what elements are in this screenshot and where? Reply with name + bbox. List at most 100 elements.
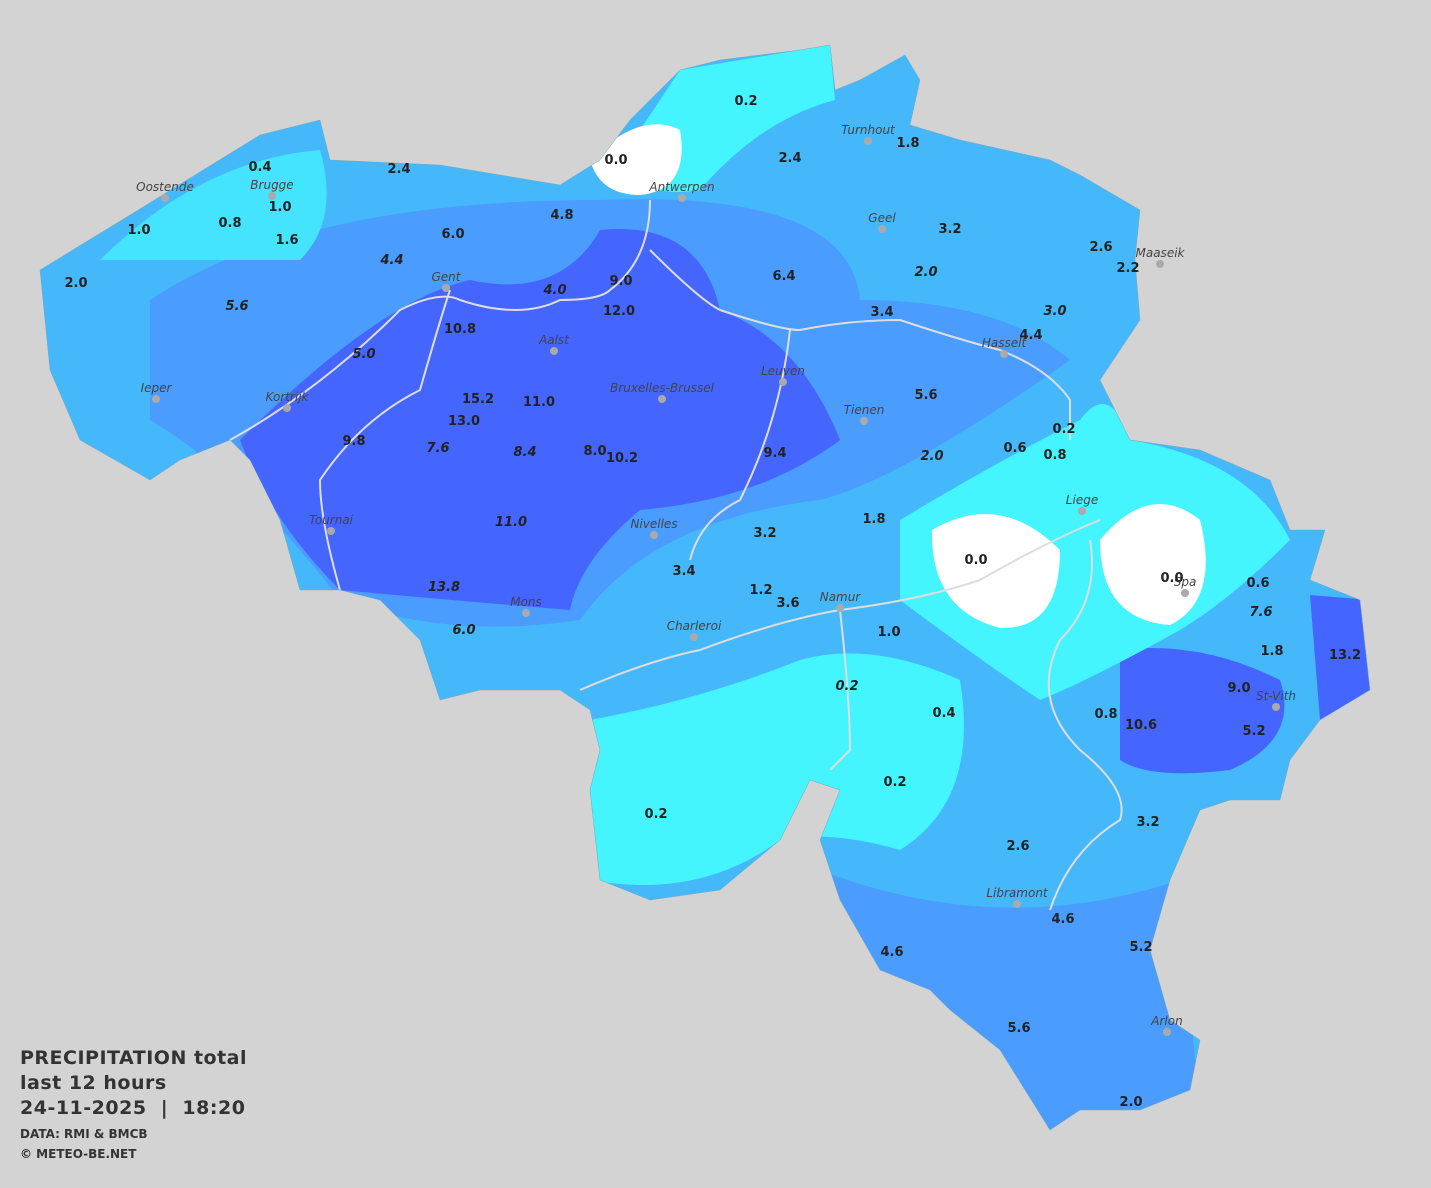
city-dot bbox=[283, 404, 291, 412]
city-label: Mons bbox=[510, 595, 542, 609]
precip-reading: 15.2 bbox=[462, 392, 494, 407]
city-dot bbox=[690, 633, 698, 641]
title: PRECIPITATION total bbox=[20, 1047, 247, 1069]
precip-reading: 3.2 bbox=[753, 526, 776, 541]
precip-reading: 13.2 bbox=[1329, 648, 1361, 663]
precip-reading: 0.8 bbox=[1094, 707, 1117, 722]
city-label: Aalst bbox=[538, 333, 570, 347]
precip-reading: 3.2 bbox=[1136, 815, 1159, 830]
city-dot bbox=[522, 609, 530, 617]
city-label: Oostende bbox=[136, 180, 194, 194]
precip-reading: 4.6 bbox=[880, 945, 903, 960]
city-label: Leuven bbox=[761, 364, 805, 378]
precip-reading: 1.0 bbox=[877, 625, 900, 640]
city-label: Charleroi bbox=[667, 619, 722, 633]
precip-reading: 0.2 bbox=[883, 775, 906, 790]
city-label: Liege bbox=[1066, 493, 1098, 507]
city-label: St-Vith bbox=[1256, 689, 1296, 703]
precip-reading: 0.4 bbox=[932, 706, 955, 721]
city-label: Gent bbox=[432, 270, 462, 284]
precip-reading: 4.8 bbox=[550, 208, 573, 223]
city-dot bbox=[650, 531, 658, 539]
precip-reading: 2.4 bbox=[778, 151, 801, 166]
precip-reading: 9.0 bbox=[1227, 681, 1250, 696]
precip-reading: 4.4 bbox=[1019, 328, 1042, 343]
precip-reading: 2.0 bbox=[914, 265, 937, 280]
subtitle: last 12 hours bbox=[20, 1072, 167, 1094]
precip-reading: 3.2 bbox=[938, 222, 961, 237]
precip-reading: 1.0 bbox=[127, 223, 150, 238]
city-label: Maaseik bbox=[1136, 246, 1186, 260]
city-label: Arlon bbox=[1150, 1014, 1182, 1028]
precip-reading: 11.0 bbox=[495, 515, 527, 530]
precip-reading: 1.8 bbox=[896, 136, 919, 151]
precip-reading: 0.8 bbox=[218, 216, 241, 231]
precip-reading: 13.0 bbox=[448, 414, 480, 429]
city-label: Libramont bbox=[986, 886, 1049, 900]
precip-reading: 10.6 bbox=[1125, 718, 1157, 733]
precip-reading: 0.2 bbox=[835, 679, 858, 694]
precip-reading: 6.0 bbox=[452, 623, 475, 638]
city-label: Kortrijk bbox=[266, 390, 310, 404]
city-dot bbox=[1272, 703, 1280, 711]
precip-reading: 12.0 bbox=[603, 304, 635, 319]
precip-reading: 2.4 bbox=[387, 162, 410, 177]
precip-reading: 4.0 bbox=[542, 283, 566, 298]
timestamp: 24-11-2025 | 18:20 bbox=[20, 1097, 245, 1119]
precip-reading: 4.6 bbox=[1051, 912, 1074, 927]
city-label: Tienen bbox=[844, 403, 885, 417]
precip-reading: 3.6 bbox=[776, 596, 799, 611]
city-dot bbox=[152, 395, 160, 403]
precip-reading: 5.6 bbox=[1007, 1021, 1030, 1036]
precip-reading: 7.6 bbox=[1249, 605, 1272, 620]
city-dot bbox=[779, 378, 787, 386]
city-dot bbox=[878, 225, 886, 233]
city-label: Antwerpen bbox=[648, 180, 714, 194]
precip-reading: 10.2 bbox=[606, 451, 638, 466]
city-dot bbox=[1181, 589, 1189, 597]
precip-reading: 1.6 bbox=[275, 233, 298, 248]
city-label: Turnhout bbox=[841, 123, 896, 137]
city-dot bbox=[836, 604, 844, 612]
precip-reading: 2.2 bbox=[1116, 261, 1139, 276]
precip-reading: 0.8 bbox=[1043, 448, 1066, 463]
precip-reading: 3.4 bbox=[870, 305, 893, 320]
copyright: © METEO-BE.NET bbox=[20, 1147, 137, 1161]
precip-reading: 5.2 bbox=[1242, 724, 1265, 739]
precip-reading: 1.8 bbox=[1260, 644, 1283, 659]
precip-reading: 0.6 bbox=[1246, 576, 1269, 591]
precip-reading: 0.2 bbox=[644, 807, 667, 822]
city-label: Spa bbox=[1174, 575, 1197, 589]
precip-reading: 2.6 bbox=[1089, 240, 1112, 255]
city-dot bbox=[268, 192, 276, 200]
precip-reading: 6.4 bbox=[772, 269, 795, 284]
data-source: DATA: RMI & BMCB bbox=[20, 1127, 148, 1141]
precip-reading: 2.6 bbox=[1006, 839, 1029, 854]
city-label: Ieper bbox=[141, 381, 173, 395]
precip-reading: 8.4 bbox=[513, 445, 536, 460]
precip-reading: 4.4 bbox=[379, 253, 403, 268]
precip-reading: 0.0 bbox=[964, 553, 987, 568]
precip-reading: 5.6 bbox=[914, 388, 937, 403]
precip-reading: 1.8 bbox=[862, 512, 885, 527]
precip-reading: 0.2 bbox=[1052, 422, 1075, 437]
precip-reading: 0.6 bbox=[1003, 441, 1026, 456]
precip-reading: 1.2 bbox=[749, 583, 772, 598]
city-label: Nivelles bbox=[630, 517, 677, 531]
precip-reading: 3.0 bbox=[1043, 304, 1066, 319]
city-dot bbox=[327, 527, 335, 535]
city-dot bbox=[1078, 507, 1086, 515]
city-label: Namur bbox=[820, 590, 862, 604]
precip-reading: 9.8 bbox=[342, 434, 365, 449]
precip-reading: 13.8 bbox=[428, 580, 460, 595]
city-label: Tournai bbox=[309, 513, 354, 527]
city-dot bbox=[442, 284, 450, 292]
precip-reading: 6.0 bbox=[441, 227, 464, 242]
city-dot bbox=[1156, 260, 1164, 268]
precip-reading: 0.2 bbox=[734, 94, 757, 109]
city-dot bbox=[161, 194, 169, 202]
city-dot bbox=[1013, 900, 1021, 908]
city-label: Hasselt bbox=[982, 336, 1028, 350]
